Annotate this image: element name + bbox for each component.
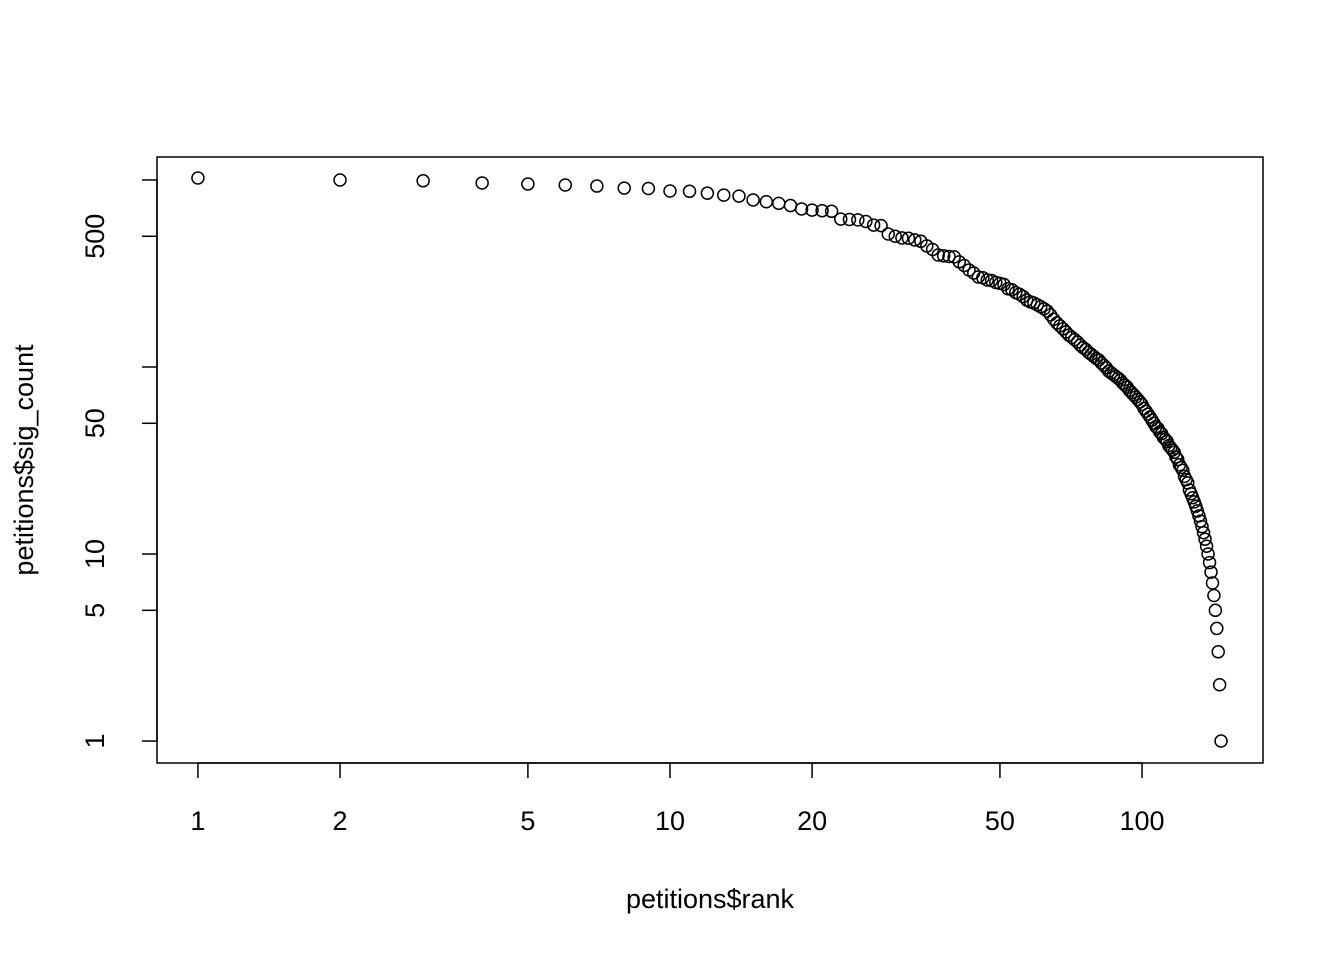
point xyxy=(1099,361,1114,375)
x-tick-label: 100 xyxy=(1120,806,1165,836)
point xyxy=(521,177,535,191)
x-tick-label: 5 xyxy=(520,806,535,836)
point xyxy=(663,184,677,198)
point xyxy=(1170,452,1185,467)
point xyxy=(1113,373,1128,387)
point xyxy=(908,233,922,247)
point xyxy=(1174,460,1188,475)
point xyxy=(866,218,881,232)
point xyxy=(805,203,819,217)
point xyxy=(1210,621,1224,636)
point xyxy=(1208,603,1223,618)
y-tick-label: 10 xyxy=(80,539,110,569)
point xyxy=(931,248,945,262)
point xyxy=(1094,356,1109,370)
y-axis-label: petitions$sig_count xyxy=(9,344,39,576)
point xyxy=(1195,519,1209,534)
point xyxy=(416,174,430,188)
point xyxy=(980,273,995,287)
point xyxy=(947,250,961,264)
point xyxy=(1198,532,1212,546)
point xyxy=(936,249,951,263)
x-tick-label: 10 xyxy=(655,806,685,836)
point xyxy=(824,204,839,219)
point xyxy=(942,249,956,264)
point xyxy=(901,231,916,245)
x-tick-label: 20 xyxy=(797,806,827,836)
point xyxy=(842,212,857,227)
point xyxy=(746,193,760,207)
point xyxy=(874,218,888,233)
point xyxy=(783,198,798,213)
point xyxy=(1205,576,1220,590)
point xyxy=(1040,304,1055,318)
point xyxy=(717,188,731,202)
point xyxy=(851,213,865,227)
point xyxy=(794,202,809,216)
point xyxy=(957,258,971,273)
point xyxy=(1199,539,1214,554)
point xyxy=(1207,588,1221,603)
point xyxy=(641,181,656,196)
y-tick-label: 50 xyxy=(80,408,110,438)
point xyxy=(617,181,631,195)
point xyxy=(759,194,774,209)
point xyxy=(1196,525,1211,540)
x-tick-label: 1 xyxy=(190,806,205,836)
point xyxy=(1176,463,1190,478)
point xyxy=(881,227,896,241)
point xyxy=(1111,371,1125,386)
point xyxy=(859,214,873,229)
point xyxy=(1212,677,1227,692)
point xyxy=(1214,734,1228,748)
plot-frame xyxy=(156,156,1264,764)
point xyxy=(1005,282,1019,297)
point xyxy=(475,176,489,190)
y-tick-label: 500 xyxy=(80,214,110,259)
point xyxy=(1211,645,1225,659)
point xyxy=(1169,450,1183,464)
point xyxy=(888,229,902,244)
point xyxy=(895,231,909,245)
point xyxy=(971,270,986,284)
point xyxy=(590,179,604,193)
point xyxy=(191,171,205,185)
point xyxy=(558,178,573,192)
x-tick-label: 50 xyxy=(985,806,1015,836)
x-axis-label: petitions$rank xyxy=(626,884,795,914)
point xyxy=(732,189,746,203)
y-tick-label: 1 xyxy=(80,734,110,749)
point xyxy=(772,196,786,211)
point xyxy=(1133,395,1147,409)
x-tick-label: 2 xyxy=(333,806,348,836)
point xyxy=(1204,565,1218,579)
point xyxy=(815,203,829,218)
point xyxy=(1202,555,1217,570)
point xyxy=(1115,376,1130,390)
point xyxy=(1033,299,1048,314)
y-tick-label: 5 xyxy=(80,603,110,618)
point xyxy=(682,184,697,199)
point xyxy=(333,173,347,187)
point xyxy=(833,212,848,226)
point xyxy=(700,186,715,200)
point xyxy=(1201,547,1215,561)
